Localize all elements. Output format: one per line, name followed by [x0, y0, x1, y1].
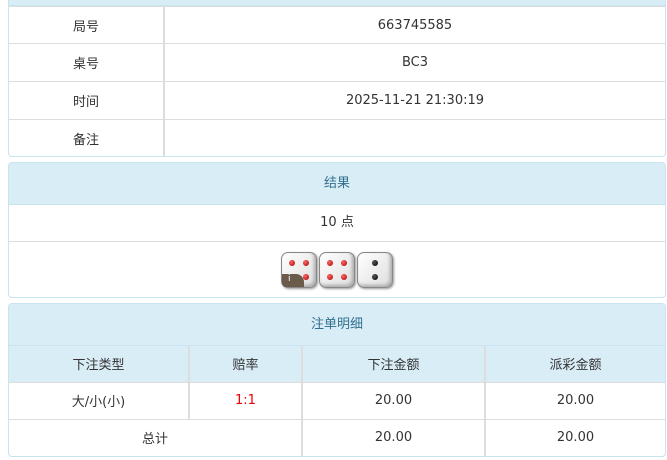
- die-pip: [341, 260, 347, 266]
- value: BC3: [163, 43, 665, 82]
- die-pip: [327, 260, 333, 266]
- row-round: 局号 663745585: [9, 6, 665, 44]
- bet-type: 大/小(小): [9, 381, 189, 419]
- dice-row: i: [9, 241, 665, 297]
- info-badge[interactable]: i: [282, 274, 304, 287]
- value: 2025-11-21 21:30:19: [163, 81, 665, 120]
- die-4: [319, 252, 355, 288]
- label: 时间: [9, 81, 164, 120]
- die-pip: [303, 274, 309, 280]
- header-type: 下注类型: [72, 358, 125, 374]
- value: [163, 119, 665, 156]
- total-payout: 20.00: [484, 418, 665, 456]
- table-row: 大/小(小) 1:1 20.00 20.00: [9, 381, 665, 419]
- row-time: 时间 2025-11-21 21:30:19: [9, 81, 665, 120]
- die-pip: [289, 260, 295, 266]
- label: 备注: [9, 119, 164, 156]
- die-pip: [341, 274, 347, 280]
- result-panel: 结果 10 点 i: [8, 162, 666, 298]
- total-row: 总计 20.00 20.00: [9, 418, 665, 456]
- total-label: 总计: [9, 418, 302, 456]
- bet-detail-title: 注单明细: [9, 304, 665, 346]
- header-payout: 派彩金额: [484, 346, 665, 382]
- value: 663745585: [163, 6, 665, 44]
- die-pip: [372, 260, 378, 266]
- result-points: 10 点: [320, 215, 354, 230]
- result-title: 结果: [9, 163, 665, 205]
- die-pip: [303, 260, 309, 266]
- panel-header: [9, 0, 665, 6]
- bet-detail-panel: 注单明细 下注类型 赔率 下注金额 派彩金额 大/小(小) 1:1 20.00 …: [8, 303, 666, 457]
- header-amount: 下注金额: [301, 346, 485, 382]
- die-pip: [372, 274, 378, 280]
- label: 桌号: [9, 43, 164, 82]
- die-4: i: [281, 252, 317, 288]
- round-info-panel: 局号 663745585 桌号 BC3 时间 2025-11-21 21:30:19 …: [8, 0, 666, 157]
- bet-odds: 1:1: [188, 381, 302, 419]
- total-amount: 20.00: [301, 418, 485, 456]
- table-header: 下注类型 赔率 下注金额 派彩金额: [9, 346, 665, 382]
- label: 局号: [9, 6, 164, 44]
- row-table: 桌号 BC3: [9, 43, 665, 82]
- bet-payout: 20.00: [484, 381, 665, 419]
- bet-amount: 20.00: [301, 381, 485, 419]
- die-pip: [327, 274, 333, 280]
- die-2: [357, 252, 393, 288]
- row-note: 备注: [9, 119, 665, 156]
- header-odds: 赔率: [188, 346, 302, 382]
